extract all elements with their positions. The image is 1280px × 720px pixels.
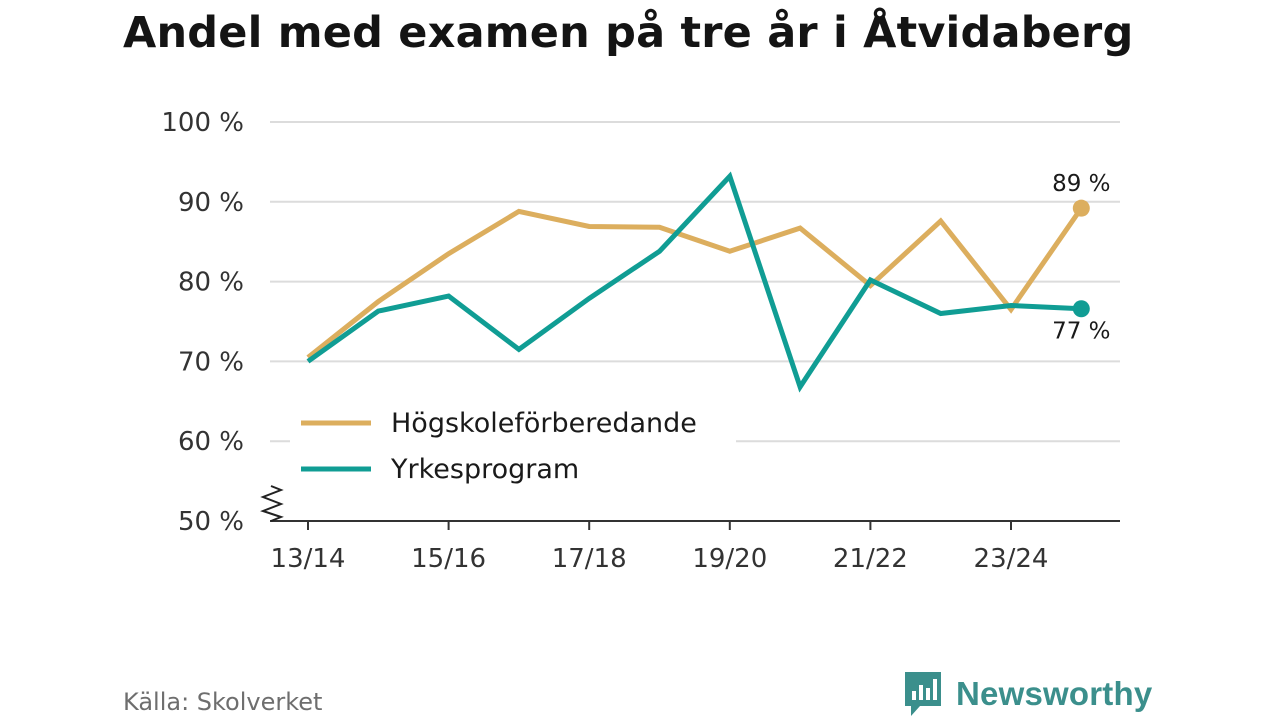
y-tick-label: 100 % [161,108,244,138]
y-tick-label: 80 % [178,268,244,298]
x-tick-label: 13/14 [271,544,346,574]
series-line-1 [306,206,1084,360]
legend-label-2: Yrkesprogram [390,454,579,485]
end-point-1 [1072,199,1090,217]
y-tick-label: 70 % [178,347,244,377]
brand-logo[interactable]: Newsworthy [902,668,1152,720]
x-tick-label: 15/16 [411,544,486,574]
x-tick-label: 19/20 [692,544,767,574]
brand-name: Newsworthy [956,675,1153,712]
end-point-2 [1072,300,1090,318]
chart-title: Andel med examen på tre år i Åtvidaberg [123,8,1134,58]
x-tick-label: 23/24 [974,544,1049,574]
source-note: Källa: Skolverket [123,688,323,716]
axis-layer: 50 % 60 % 70 % 80 % 90 % 100 % 13/14 15/16 17/18… [161,108,1120,574]
y-tick-label: 90 % [178,188,244,218]
newsworthy-logo-icon [905,672,941,716]
legend: Högskoleförberedande Yrkesprogram [290,400,736,496]
grid-layer [270,121,1120,443]
series-line-2 [306,171,1082,393]
end-label-1: 89 % [1052,171,1110,197]
series-layer: 89 % 77 % [306,171,1111,393]
y-tick-label: 50 % [178,507,244,537]
legend-label-1: Högskoleförberedande [391,408,697,439]
x-tick-label: 21/22 [833,544,908,574]
axis-break-icon [260,485,284,522]
legend-background [290,400,736,496]
x-tick-label: 17/18 [552,544,627,574]
end-label-2: 77 % [1052,319,1110,345]
y-tick-label: 60 % [178,427,244,457]
